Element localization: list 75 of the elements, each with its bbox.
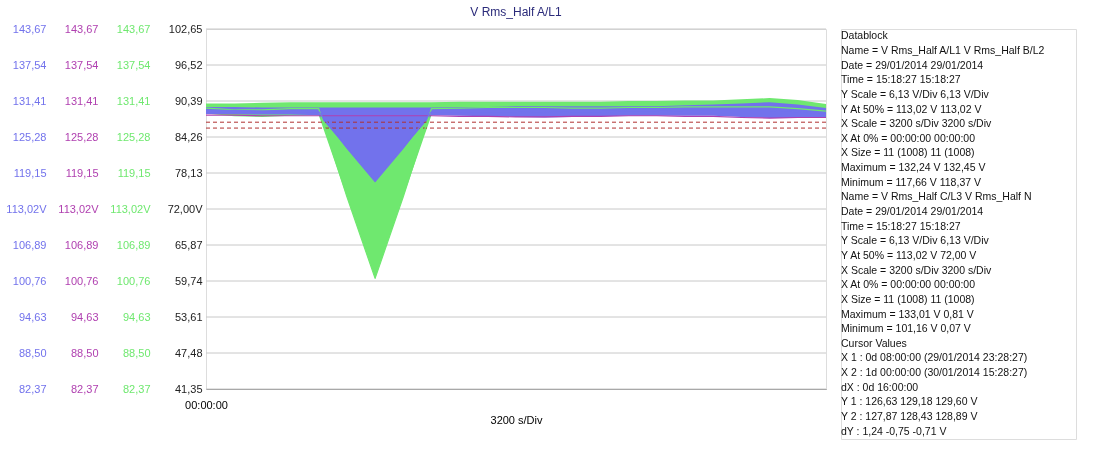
text: 137,54 <box>12 58 47 71</box>
y2-tick-label: 84,26 <box>174 130 203 143</box>
y2-tick-label: 59,74 <box>174 274 203 287</box>
text: 113,02V <box>6 202 47 215</box>
text: Maximum = 132,24 V 132,45 V <box>841 161 986 174</box>
text: 82,37 <box>18 382 47 395</box>
text: 131,41 <box>12 94 47 107</box>
text: 100,76 <box>64 274 99 287</box>
text: X Size = 11 (1008) 11 (1008) <box>841 146 975 159</box>
y2-tick-label: 65,87 <box>174 238 203 251</box>
y2-tick-label: 90,39 <box>174 94 203 107</box>
text: 113,02V <box>58 202 99 215</box>
text: X At 0% = 00:00:00 00:00:00 <box>841 278 976 291</box>
text: X 1 : 0d 08:00:00 (29/01/2014 23:28:27) <box>841 351 1028 364</box>
text: 100,76 <box>12 274 47 287</box>
text: Y Scale = 6,13 V/Div 6,13 V/Div <box>841 234 990 247</box>
text: 125,28 <box>64 130 99 143</box>
text: Y Scale = 6,13 V/Div 6,13 V/Div <box>841 87 990 100</box>
x-tick-label: 00:00:00 <box>185 398 228 411</box>
text: 119,15 <box>13 166 47 179</box>
text: 143,67 <box>64 22 99 35</box>
text: 88,50 <box>70 346 99 359</box>
text: 94,63 <box>70 310 99 323</box>
text: 94,63 <box>18 310 47 323</box>
chart-title: V Rms_Half A/L1 <box>470 5 563 19</box>
text: Name = V Rms_Half C/L3 V Rms_Half N <box>841 190 1032 203</box>
text: 106,89 <box>64 238 99 251</box>
y2-tick-label: 47,48 <box>174 346 203 359</box>
text: Minimum = 117,66 V 118,37 V <box>841 175 981 188</box>
text: 82,37 <box>70 382 99 395</box>
y-tick-label: 100,76 <box>116 274 151 287</box>
y-tick-label: 143,67 <box>116 22 151 35</box>
text: Name = V Rms_Half A/L1 V Rms_Half B/L2 <box>841 43 1045 56</box>
y2-tick-label: 53,61 <box>174 310 203 323</box>
y-tick-label: 113,02V <box>110 202 152 215</box>
text: 131,41 <box>64 94 99 107</box>
text: Y 1 : 126,63 129,18 129,60 V <box>841 395 978 408</box>
text: Maximum = 133,01 V 0,81 V <box>841 307 974 320</box>
y-tick-label: 119,15 <box>117 166 151 179</box>
text: 106,89 <box>12 238 47 251</box>
text: Time = 15:18:27 15:18:27 <box>841 219 961 232</box>
y2-tick-label: 102,65 <box>168 22 203 35</box>
text: X 2 : 1d 00:00:00 (30/01/2014 15:28:27) <box>841 366 1028 379</box>
text: 137,54 <box>64 58 99 71</box>
y-tick-label: 137,54 <box>116 58 151 71</box>
y-tick-label: 131,41 <box>116 94 151 107</box>
y2-tick-label: 41,35 <box>174 382 203 395</box>
y-tick-label: 106,89 <box>116 238 151 251</box>
text: X Scale = 3200 s/Div 3200 s/Div <box>841 263 993 276</box>
text: Date = 29/01/2014 29/01/2014 <box>841 205 984 218</box>
text: Date = 29/01/2014 29/01/2014 <box>841 58 984 71</box>
text: 119,15 <box>65 166 99 179</box>
text: Y At 50% = 113,02 V 72,00 V <box>841 248 977 261</box>
text: Y 2 : 127,87 128,43 128,89 V <box>841 410 978 423</box>
y-tick-label: 94,63 <box>122 310 151 323</box>
y2-tick-label: 72,00V <box>167 202 204 215</box>
text: Time = 15:18:27 15:18:27 <box>841 73 961 86</box>
y-tick-label: 88,50 <box>122 346 151 359</box>
text: X Size = 11 (1008) 11 (1008) <box>841 292 975 305</box>
y2-tick-label: 96,52 <box>174 58 203 71</box>
y-tick-label: 82,37 <box>122 382 151 395</box>
y2-tick-label: 78,13 <box>174 166 203 179</box>
text: Y At 50% = 113,02 V 113,02 V <box>841 102 982 115</box>
x-axis-title: 3200 s/Div <box>490 413 543 426</box>
text: 143,67 <box>12 22 47 35</box>
text: Minimum = 101,16 V 0,07 V <box>841 322 971 335</box>
text: X Scale = 3200 s/Div 3200 s/Div <box>841 117 993 130</box>
text: dY : 1,24 -0,75 -0,71 V <box>841 424 947 437</box>
text: Datablock <box>841 29 889 42</box>
text: dX : 0d 16:00:00 <box>841 380 919 393</box>
text: 125,28 <box>12 130 47 143</box>
text: X At 0% = 00:00:00 00:00:00 <box>841 131 976 144</box>
text: 88,50 <box>18 346 47 359</box>
text: Cursor Values <box>841 336 907 349</box>
y-tick-label: 125,28 <box>116 130 151 143</box>
